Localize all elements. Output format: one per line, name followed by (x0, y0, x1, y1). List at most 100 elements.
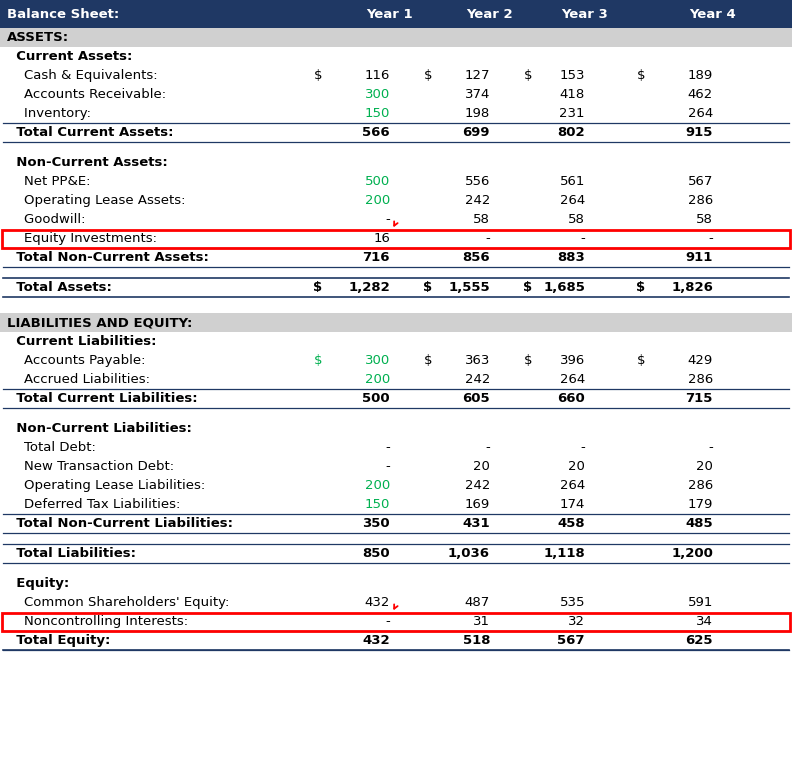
Text: $: $ (314, 69, 322, 82)
Text: 286: 286 (687, 194, 713, 207)
Bar (0, 612, 792, 631)
Text: ASSETS:: ASSETS: (7, 31, 69, 44)
Text: -: - (385, 441, 390, 454)
Text: 174: 174 (560, 498, 585, 511)
Bar (0, 332, 792, 351)
Text: Current Liabilities:: Current Liabilities: (7, 335, 157, 348)
Text: 150: 150 (364, 107, 390, 120)
Text: 300: 300 (365, 354, 390, 367)
Text: 432: 432 (363, 634, 390, 647)
Text: 660: 660 (558, 392, 585, 405)
Text: Common Shareholders' Equity:: Common Shareholders' Equity: (7, 596, 230, 609)
Text: -: - (385, 460, 390, 473)
Text: Net PP&E:: Net PP&E: (7, 175, 90, 188)
Text: Year 1: Year 1 (367, 8, 413, 20)
Text: 699: 699 (463, 126, 490, 139)
Text: 556: 556 (465, 175, 490, 188)
Text: 200: 200 (365, 373, 390, 386)
Bar (0, 172, 792, 191)
Text: -: - (485, 441, 490, 454)
Text: $: $ (314, 354, 322, 367)
Text: -: - (385, 213, 390, 226)
Text: 58: 58 (696, 213, 713, 226)
Text: 189: 189 (687, 69, 713, 82)
Text: 1,282: 1,282 (348, 281, 390, 294)
Text: 34: 34 (696, 615, 713, 628)
Text: 462: 462 (687, 88, 713, 101)
Text: 591: 591 (687, 596, 713, 609)
Text: 561: 561 (560, 175, 585, 188)
Text: Total Equity:: Total Equity: (7, 634, 110, 647)
Text: LIABILITIES AND EQUITY:: LIABILITIES AND EQUITY: (7, 316, 192, 329)
Bar (0, 210, 792, 229)
Bar (0, 28, 792, 47)
Text: 264: 264 (560, 373, 585, 386)
Text: 20: 20 (568, 460, 585, 473)
Text: 198: 198 (465, 107, 490, 120)
Text: 127: 127 (464, 69, 490, 82)
Text: -: - (581, 232, 585, 245)
Text: 374: 374 (465, 88, 490, 101)
Text: 363: 363 (465, 354, 490, 367)
Text: 431: 431 (463, 517, 490, 530)
Text: 1,118: 1,118 (543, 547, 585, 560)
Text: Balance Sheet:: Balance Sheet: (7, 8, 120, 20)
Text: 231: 231 (559, 107, 585, 120)
Text: 1,200: 1,200 (671, 547, 713, 560)
Text: $: $ (423, 281, 432, 294)
Text: Deferred Tax Liabilities:: Deferred Tax Liabilities: (7, 498, 181, 511)
Text: 487: 487 (465, 596, 490, 609)
Text: 264: 264 (560, 479, 585, 492)
Bar (0, 351, 792, 370)
Text: Total Current Assets:: Total Current Assets: (7, 126, 173, 139)
Text: 716: 716 (363, 251, 390, 264)
Text: 396: 396 (560, 354, 585, 367)
Text: 20: 20 (473, 460, 490, 473)
Text: 1,555: 1,555 (448, 281, 490, 294)
Text: Goodwill:: Goodwill: (7, 213, 86, 226)
Bar (0, 153, 792, 172)
Bar (2, 230, 790, 248)
Text: $: $ (637, 354, 645, 367)
Text: Total Liabilities:: Total Liabilities: (7, 547, 136, 560)
Text: Equity Investments:: Equity Investments: (7, 232, 157, 245)
Text: 1,036: 1,036 (448, 547, 490, 560)
Text: $: $ (524, 354, 532, 367)
Text: Total Assets:: Total Assets: (7, 281, 112, 294)
Text: 286: 286 (687, 373, 713, 386)
Text: 169: 169 (465, 498, 490, 511)
Text: Cash & Equivalents:: Cash & Equivalents: (7, 69, 158, 82)
Text: Year 2: Year 2 (466, 8, 513, 20)
Text: 605: 605 (463, 392, 490, 405)
Text: 200: 200 (365, 194, 390, 207)
Text: Year 3: Year 3 (562, 8, 608, 20)
Text: 911: 911 (686, 251, 713, 264)
Text: $: $ (424, 354, 432, 367)
Text: 242: 242 (465, 194, 490, 207)
Bar (0, 438, 792, 457)
Text: 32: 32 (568, 615, 585, 628)
Text: Total Current Liabilities:: Total Current Liabilities: (7, 392, 198, 405)
Text: 1,826: 1,826 (671, 281, 713, 294)
Bar (0, 297, 792, 313)
Text: 432: 432 (364, 596, 390, 609)
Bar (0, 191, 792, 210)
Text: $: $ (523, 281, 532, 294)
Text: Operating Lease Liabilities:: Operating Lease Liabilities: (7, 479, 205, 492)
Text: Accounts Receivable:: Accounts Receivable: (7, 88, 166, 101)
Text: 116: 116 (364, 69, 390, 82)
Text: 350: 350 (363, 517, 390, 530)
Text: Non-Current Assets:: Non-Current Assets: (7, 156, 168, 169)
Text: 566: 566 (363, 126, 390, 139)
Text: 802: 802 (558, 126, 585, 139)
Text: Inventory:: Inventory: (7, 107, 91, 120)
Text: 242: 242 (465, 479, 490, 492)
Bar (0, 563, 792, 574)
Bar (0, 229, 792, 248)
Text: 31: 31 (473, 615, 490, 628)
Bar (0, 267, 792, 278)
Text: $: $ (424, 69, 432, 82)
Text: $: $ (637, 69, 645, 82)
Bar (0, 408, 792, 419)
Text: 286: 286 (687, 479, 713, 492)
